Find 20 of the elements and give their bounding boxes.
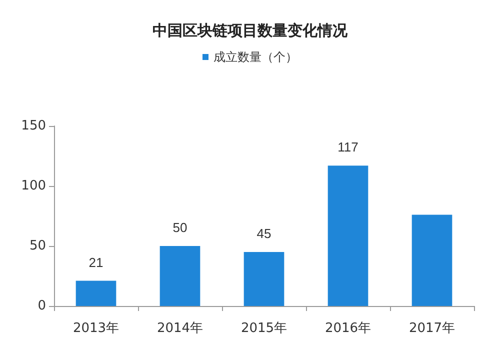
bar: [244, 252, 284, 306]
bar: [160, 246, 200, 306]
x-tick-label: 2017年: [408, 321, 456, 336]
data-label: 117: [338, 140, 358, 155]
legend-label: 成立数量（个）: [214, 50, 298, 64]
y-tick-label: 0: [38, 298, 46, 314]
x-tick-label: 2015年: [240, 321, 288, 336]
x-tick-label: 2016年: [324, 321, 372, 336]
data-label: 50: [172, 220, 188, 235]
chart-title: 中国区块链项目数量变化情况: [152, 22, 348, 40]
bar: [412, 214, 452, 306]
bar: [76, 280, 116, 306]
bar: [328, 166, 368, 306]
data-label: 21: [88, 254, 104, 270]
x-tick-label: 2013年: [72, 321, 120, 336]
data-label: 45: [256, 226, 272, 241]
y-tick-label: 100: [21, 178, 46, 194]
x-tick-label: 2014年: [156, 321, 204, 336]
y-tick-label: 50: [29, 238, 46, 254]
y-tick-label: 150: [21, 118, 46, 134]
